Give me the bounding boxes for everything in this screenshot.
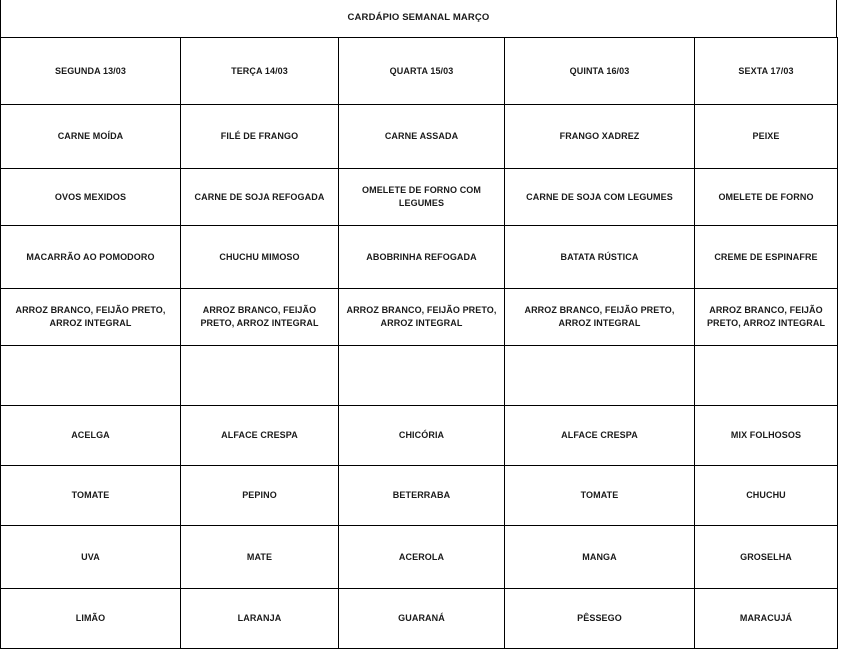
menu-cell: BETERRABA bbox=[338, 465, 505, 526]
table-row-vegetarian-dish: OVOS MEXIDOS CARNE DE SOJA REFOGADA OMEL… bbox=[0, 168, 838, 226]
menu-cell: LIMÃO bbox=[0, 588, 181, 649]
menu-cell: ARROZ BRANCO, FEIJÃO PRETO, ARROZ INTEGR… bbox=[180, 288, 339, 346]
menu-cell: CARNE DE SOJA REFOGADA bbox=[180, 168, 339, 226]
menu-cell: ARROZ BRANCO, FEIJÃO PRETO, ARROZ INTEGR… bbox=[504, 288, 695, 346]
menu-cell: BATATA RÚSTICA bbox=[504, 225, 695, 289]
table-row-main-dish: CARNE MOÍDA FILÉ DE FRANGO CARNE ASSADA … bbox=[0, 104, 838, 169]
column-header-quinta: QUINTA 16/03 bbox=[504, 37, 695, 105]
menu-cell: LARANJA bbox=[180, 588, 339, 649]
table-row-staples: ARROZ BRANCO, FEIJÃO PRETO, ARROZ INTEGR… bbox=[0, 288, 838, 346]
menu-cell: ARROZ BRANCO, FEIJÃO PRETO, ARROZ INTEGR… bbox=[694, 288, 838, 346]
menu-cell: UVA bbox=[0, 525, 181, 589]
menu-cell: TOMATE bbox=[0, 465, 181, 526]
column-header-sexta: SEXTA 17/03 bbox=[694, 37, 838, 105]
menu-cell: MACARRÃO AO POMODORO bbox=[0, 225, 181, 289]
menu-cell: CARNE DE SOJA COM LEGUMES bbox=[504, 168, 695, 226]
menu-cell: CARNE ASSADA bbox=[338, 104, 505, 169]
menu-cell: MARACUJÁ bbox=[694, 588, 838, 649]
menu-cell-empty bbox=[338, 345, 505, 406]
column-header-quarta: QUARTA 15/03 bbox=[338, 37, 505, 105]
menu-cell: OVOS MEXIDOS bbox=[0, 168, 181, 226]
table-header-row: SEGUNDA 13/03 TERÇA 14/03 QUARTA 15/03 Q… bbox=[0, 37, 838, 105]
menu-cell: FRANGO XADREZ bbox=[504, 104, 695, 169]
menu-cell: GROSELHA bbox=[694, 525, 838, 589]
menu-cell: OMELETE DE FORNO COM LEGUMES bbox=[338, 168, 505, 226]
menu-cell-empty bbox=[504, 345, 695, 406]
menu-cell: CHUCHU MIMOSO bbox=[180, 225, 339, 289]
menu-cell: OMELETE DE FORNO bbox=[694, 168, 838, 226]
menu-cell: MIX FOLHOSOS bbox=[694, 405, 838, 466]
column-header-terca: TERÇA 14/03 bbox=[180, 37, 339, 105]
menu-cell-empty bbox=[694, 345, 838, 406]
table-row-salad-vegetable: TOMATE PEPINO BETERRABA TOMATE CHUCHU bbox=[0, 465, 838, 526]
table-row-blank bbox=[0, 345, 838, 406]
menu-cell: TOMATE bbox=[504, 465, 695, 526]
menu-cell: PÊSSEGO bbox=[504, 588, 695, 649]
menu-cell: GUARANÁ bbox=[338, 588, 505, 649]
document-title-row: CARDÁPIO SEMANAL MARÇO bbox=[0, 0, 837, 37]
page-title: CARDÁPIO SEMANAL MARÇO bbox=[347, 12, 490, 24]
menu-cell-empty bbox=[180, 345, 339, 406]
menu-cell: MATE bbox=[180, 525, 339, 589]
menu-cell: ACELGA bbox=[0, 405, 181, 466]
menu-cell: CARNE MOÍDA bbox=[0, 104, 181, 169]
table-row-fruit: UVA MATE ACEROLA MANGA GROSELHA bbox=[0, 525, 838, 589]
column-header-segunda: SEGUNDA 13/03 bbox=[0, 37, 181, 105]
menu-cell: ARROZ BRANCO, FEIJÃO PRETO, ARROZ INTEGR… bbox=[0, 288, 181, 346]
menu-cell-empty bbox=[0, 345, 181, 406]
menu-cell: PEIXE bbox=[694, 104, 838, 169]
table-row-side-dish: MACARRÃO AO POMODORO CHUCHU MIMOSO ABOBR… bbox=[0, 225, 838, 289]
menu-cell: FILÉ DE FRANGO bbox=[180, 104, 339, 169]
menu-cell: ALFACE CRESPA bbox=[504, 405, 695, 466]
menu-cell: MANGA bbox=[504, 525, 695, 589]
menu-cell: ACEROLA bbox=[338, 525, 505, 589]
table-row-juice: LIMÃO LARANJA GUARANÁ PÊSSEGO MARACUJÁ bbox=[0, 588, 838, 649]
table-row-leafy-salad: ACELGA ALFACE CRESPA CHICÓRIA ALFACE CRE… bbox=[0, 405, 838, 466]
weekly-menu-table: SEGUNDA 13/03 TERÇA 14/03 QUARTA 15/03 Q… bbox=[0, 37, 838, 649]
menu-cell: ABOBRINHA REFOGADA bbox=[338, 225, 505, 289]
menu-cell: CHUCHU bbox=[694, 465, 838, 526]
menu-cell: CREME DE ESPINAFRE bbox=[694, 225, 838, 289]
menu-cell: CHICÓRIA bbox=[338, 405, 505, 466]
menu-cell: PEPINO bbox=[180, 465, 339, 526]
menu-cell: ARROZ BRANCO, FEIJÃO PRETO, ARROZ INTEGR… bbox=[338, 288, 505, 346]
menu-cell: ALFACE CRESPA bbox=[180, 405, 339, 466]
